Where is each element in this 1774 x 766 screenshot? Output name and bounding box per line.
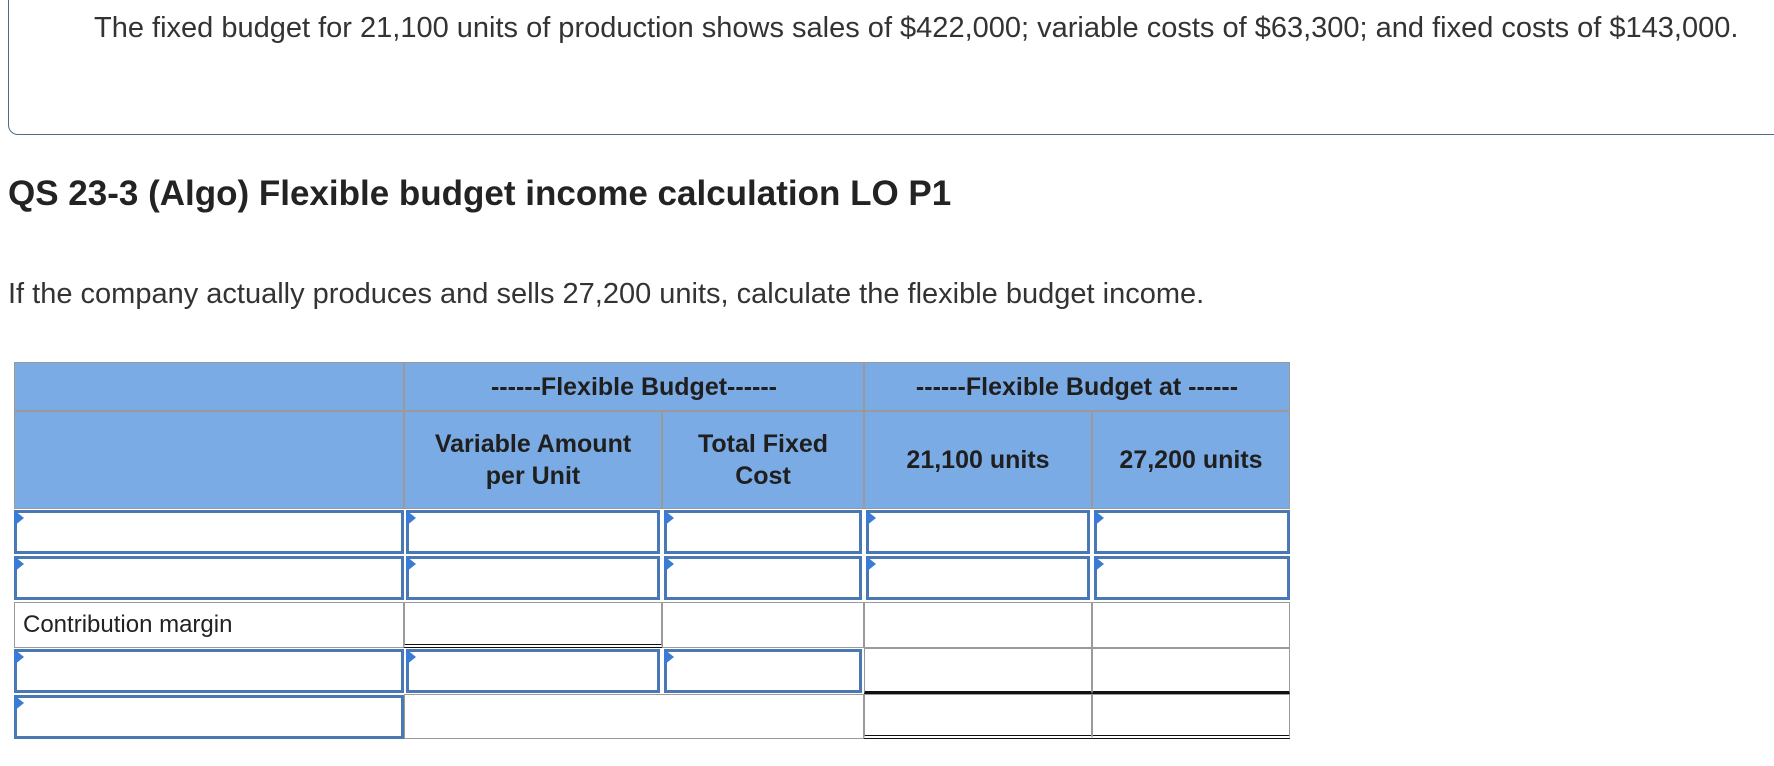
row1-units-21100-input[interactable]: [866, 510, 1090, 554]
row4-total-fixed-input[interactable]: [664, 649, 862, 693]
contribution-margin-variable-cell: [404, 602, 662, 648]
header-blank-top: [14, 362, 404, 411]
header-total-fixed-cost: Total Fixed Cost: [662, 411, 864, 509]
row-label-contribution-margin: Contribution margin: [14, 602, 404, 648]
row1-total-fixed-input[interactable]: [664, 510, 862, 554]
contribution-margin-units-21100-cell: [864, 602, 1092, 648]
row4-variable-amount-input[interactable]: [406, 649, 660, 693]
row5-units-27200-cell: [1092, 694, 1290, 739]
row2-units-27200-input[interactable]: [1094, 556, 1290, 600]
page-title: QS 23-3 (Algo) Flexible budget income ca…: [8, 174, 952, 213]
header-flexible-budget: ------Flexible Budget------: [404, 362, 864, 411]
row2-total-fixed-input[interactable]: [664, 556, 862, 600]
question-text: If the company actually produces and sel…: [8, 278, 1205, 310]
header-blank-bottom: [14, 411, 404, 509]
row2-variable-amount-input[interactable]: [406, 556, 660, 600]
row5-units-21100-cell: [864, 694, 1092, 739]
intro-text: The fixed budget for 21,100 units of pro…: [94, 12, 1739, 44]
row4-units-27200-cell: [1092, 648, 1290, 694]
row5-label-select[interactable]: [14, 695, 404, 739]
header-flexible-budget-at: ------Flexible Budget at ------: [864, 362, 1290, 411]
row1-label-select[interactable]: [14, 510, 404, 554]
header-variable-amount-per-unit: Variable Amount per Unit: [404, 411, 662, 509]
row2-units-21100-input[interactable]: [866, 556, 1090, 600]
intro-panel: [8, 0, 1774, 135]
row5-flexible-budget-cell: [404, 694, 864, 739]
row2-label-select[interactable]: [14, 556, 404, 600]
flexible-budget-table: ------Flexible Budget------ ------Flexib…: [14, 362, 1290, 739]
contribution-margin-units-27200-cell: [1092, 602, 1290, 648]
row1-units-27200-input[interactable]: [1094, 510, 1290, 554]
row4-units-21100-cell: [864, 648, 1092, 694]
row1-variable-amount-input[interactable]: [406, 510, 660, 554]
contribution-margin-fixed-cell: [662, 602, 864, 648]
header-units-27200: 27,200 units: [1092, 411, 1290, 509]
row4-label-select[interactable]: [14, 649, 404, 693]
header-units-21100: 21,100 units: [864, 411, 1092, 509]
